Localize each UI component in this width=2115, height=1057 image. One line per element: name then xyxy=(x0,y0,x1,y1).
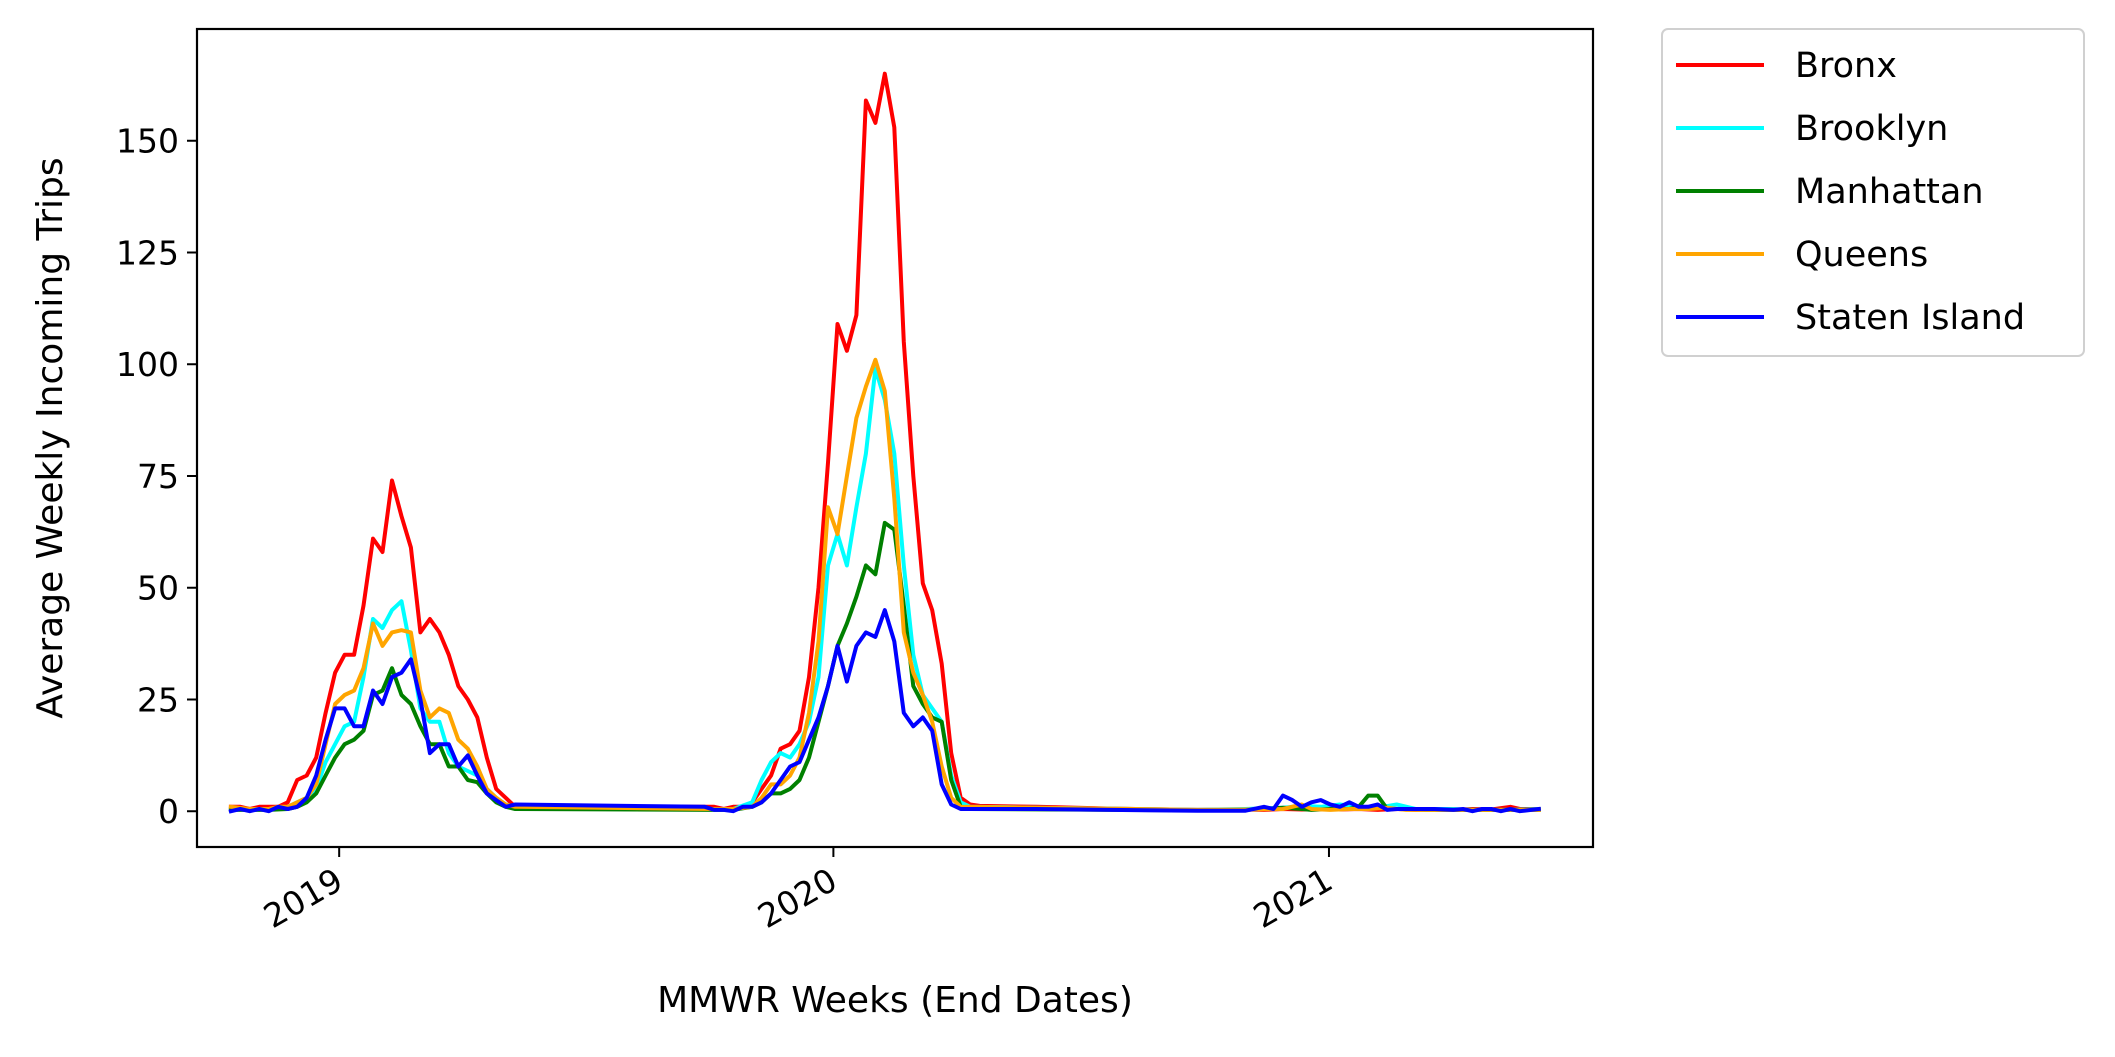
y-tick-label: 75 xyxy=(137,457,179,496)
legend-label: Brooklyn xyxy=(1795,109,1948,149)
legend: Bronx Brooklyn Manhattan Queens Staten Islan… xyxy=(1661,28,2085,357)
y-tick-label: 100 xyxy=(116,345,179,384)
y-axis: 0 25 50 75 100 125 150 xyxy=(116,122,197,831)
y-tick-label: 50 xyxy=(137,569,179,608)
series-layer xyxy=(228,71,1542,814)
legend-item-queens: Queens xyxy=(1676,235,1928,275)
y-tick-label: 125 xyxy=(116,233,179,272)
y-tick-label: 25 xyxy=(137,680,179,719)
y-tick-label: 150 xyxy=(116,122,179,161)
legend-frame xyxy=(1661,28,2085,357)
y-tick-label: 0 xyxy=(158,792,179,831)
legend-label: Bronx xyxy=(1795,46,1897,86)
x-axis-label: MMWR Weeks (End Dates) xyxy=(657,980,1133,1021)
legend-item-brooklyn: Brooklyn xyxy=(1676,109,1948,149)
legend-label: Staten Island xyxy=(1795,298,2025,338)
legend-item-manhattan: Manhattan xyxy=(1676,172,1984,212)
legend-item-staten-island: Staten Island xyxy=(1676,298,2025,338)
legend-item-bronx: Bronx xyxy=(1676,46,1897,86)
legend-label: Queens xyxy=(1795,235,1928,275)
plot-frame xyxy=(195,27,1595,849)
legend-label: Manhattan xyxy=(1795,172,1984,212)
series-line-staten-island xyxy=(228,608,1542,814)
y-axis-label: Average Weekly Incoming Trips xyxy=(30,157,71,718)
